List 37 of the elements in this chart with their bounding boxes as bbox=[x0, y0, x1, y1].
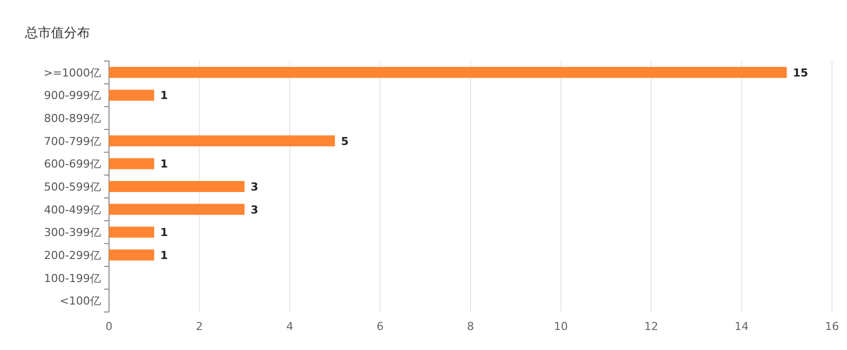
y-tick-label: >=1000亿 bbox=[44, 66, 101, 80]
data-label: 1 bbox=[160, 248, 168, 262]
x-tick-label: 8 bbox=[467, 320, 474, 333]
y-tick-label: 700-799亿 bbox=[44, 134, 101, 148]
y-tick-label: 500-599亿 bbox=[44, 180, 101, 194]
y-tick-label: 300-399亿 bbox=[44, 226, 101, 240]
bar bbox=[109, 204, 245, 215]
y-tick-label: 900-999亿 bbox=[44, 89, 101, 102]
x-tick-label: 10 bbox=[554, 320, 568, 333]
x-tick-label: 16 bbox=[825, 320, 839, 333]
bar bbox=[109, 66, 787, 78]
data-label: 3 bbox=[250, 180, 258, 194]
data-label: 5 bbox=[340, 134, 349, 148]
y-tick-label: 800-899亿 bbox=[44, 112, 101, 126]
chart-title: 总市值分布 bbox=[24, 26, 90, 41]
x-tick-label: 4 bbox=[286, 320, 294, 333]
data-label: 15 bbox=[792, 66, 808, 80]
y-tick-label: 200-299亿 bbox=[44, 248, 101, 262]
y-tick-label: <100亿 bbox=[60, 294, 101, 308]
bar bbox=[109, 249, 154, 260]
x-tick-label: 14 bbox=[734, 320, 749, 333]
x-tick-label: 2 bbox=[196, 320, 203, 333]
y-tick-label: 400-499亿 bbox=[44, 203, 101, 216]
bar bbox=[109, 135, 335, 146]
x-tick-label: 0 bbox=[106, 320, 112, 333]
y-tick-label: 600-699亿 bbox=[44, 158, 101, 171]
bar bbox=[109, 181, 245, 192]
data-label: 1 bbox=[160, 226, 168, 240]
x-tick-label: 6 bbox=[376, 320, 384, 333]
data-label: 1 bbox=[160, 89, 168, 102]
bar bbox=[109, 226, 154, 238]
x-tick-label: 12 bbox=[644, 320, 658, 333]
data-label: 1 bbox=[160, 158, 168, 171]
y-tick-label: 100-199亿 bbox=[44, 272, 101, 285]
bar bbox=[109, 90, 154, 101]
data-label: 3 bbox=[250, 203, 258, 216]
bar bbox=[109, 158, 154, 170]
